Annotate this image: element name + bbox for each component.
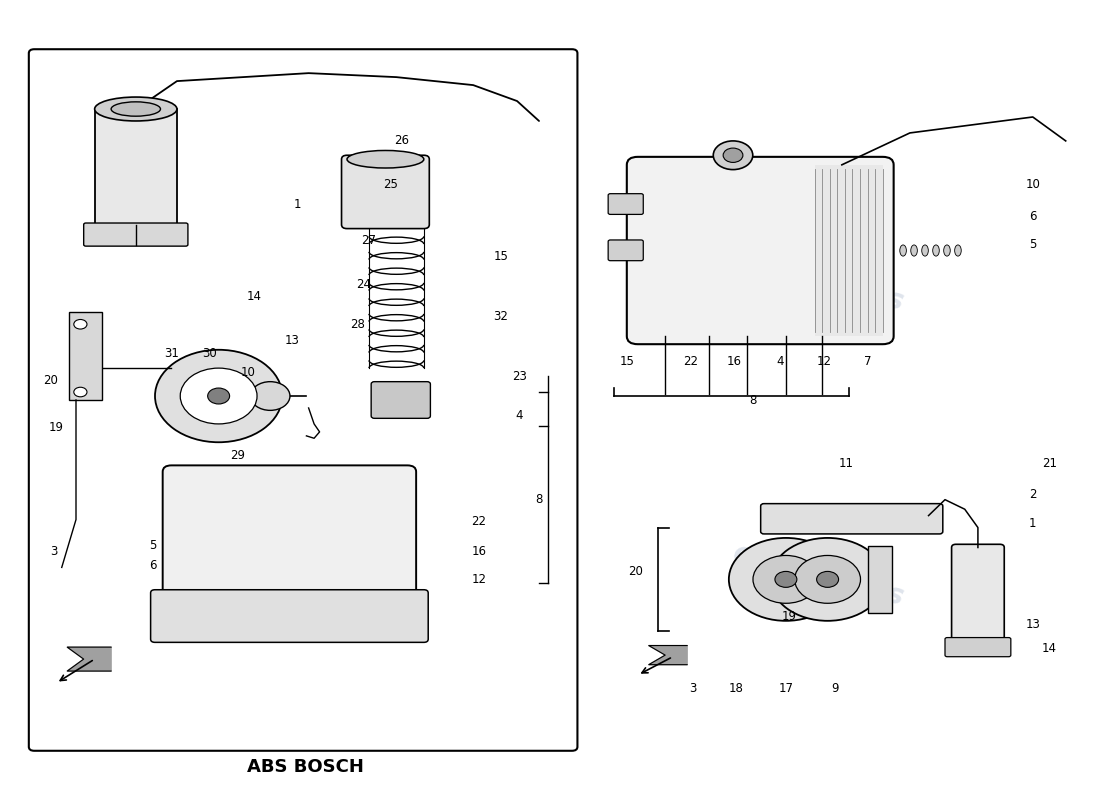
Text: 18: 18 <box>729 682 744 695</box>
Bar <box>95 109 177 225</box>
Text: 12: 12 <box>817 355 832 368</box>
Text: 29: 29 <box>230 450 245 462</box>
Text: 14: 14 <box>1042 642 1057 655</box>
Text: 10: 10 <box>1025 178 1041 191</box>
Text: 8: 8 <box>536 493 542 506</box>
Text: 19: 19 <box>48 422 64 434</box>
Polygon shape <box>67 647 111 671</box>
Text: 22: 22 <box>471 514 486 528</box>
Circle shape <box>723 148 743 162</box>
Text: 30: 30 <box>202 347 217 360</box>
Text: 1: 1 <box>1028 517 1036 530</box>
Text: 20: 20 <box>628 565 643 578</box>
FancyBboxPatch shape <box>84 223 188 246</box>
Text: 16: 16 <box>727 355 741 368</box>
Text: 3: 3 <box>51 545 57 558</box>
Text: 13: 13 <box>1025 618 1041 631</box>
Bar <box>815 165 882 336</box>
FancyBboxPatch shape <box>29 50 578 750</box>
Text: 3: 3 <box>689 682 696 695</box>
FancyBboxPatch shape <box>627 157 893 344</box>
Circle shape <box>155 350 283 442</box>
Text: 1: 1 <box>294 198 301 211</box>
FancyBboxPatch shape <box>163 466 416 602</box>
FancyBboxPatch shape <box>151 590 428 642</box>
Ellipse shape <box>911 245 917 256</box>
Circle shape <box>713 141 752 170</box>
Text: 8: 8 <box>749 394 757 406</box>
Text: 14: 14 <box>246 290 262 303</box>
FancyBboxPatch shape <box>761 504 943 534</box>
Bar <box>69 312 102 400</box>
Circle shape <box>251 382 290 410</box>
Circle shape <box>774 571 796 587</box>
FancyBboxPatch shape <box>952 544 1004 642</box>
Text: 27: 27 <box>362 234 376 247</box>
Circle shape <box>754 555 818 603</box>
FancyBboxPatch shape <box>608 194 644 214</box>
FancyBboxPatch shape <box>608 240 644 261</box>
Text: 28: 28 <box>351 318 365 330</box>
Text: 6: 6 <box>150 558 156 571</box>
Circle shape <box>74 319 87 329</box>
Text: 25: 25 <box>384 178 398 191</box>
Ellipse shape <box>95 97 177 121</box>
Ellipse shape <box>933 245 939 256</box>
Circle shape <box>770 538 884 621</box>
Text: 15: 15 <box>619 355 635 368</box>
Bar <box>868 546 892 613</box>
Text: 23: 23 <box>512 370 527 382</box>
Text: ABS BOSCH: ABS BOSCH <box>246 758 364 776</box>
Circle shape <box>816 571 838 587</box>
Text: 5: 5 <box>1030 238 1036 251</box>
Circle shape <box>74 387 87 397</box>
Text: 22: 22 <box>683 355 697 368</box>
Text: eurospares: eurospares <box>187 364 364 436</box>
Circle shape <box>180 368 257 424</box>
Text: 13: 13 <box>285 334 299 346</box>
Text: 24: 24 <box>356 278 371 291</box>
Text: 5: 5 <box>150 538 156 551</box>
Text: 7: 7 <box>865 355 872 368</box>
Text: eurospares: eurospares <box>730 244 908 317</box>
FancyBboxPatch shape <box>341 155 429 229</box>
Text: 26: 26 <box>395 134 409 147</box>
Text: 11: 11 <box>838 458 854 470</box>
Ellipse shape <box>944 245 950 256</box>
Text: eurospares: eurospares <box>730 539 908 612</box>
Polygon shape <box>649 646 688 665</box>
Text: 15: 15 <box>493 250 508 263</box>
Text: 6: 6 <box>1028 210 1036 223</box>
Text: 31: 31 <box>164 347 179 360</box>
Circle shape <box>794 555 860 603</box>
Text: 4: 4 <box>777 355 784 368</box>
Text: 21: 21 <box>1042 458 1057 470</box>
Text: 10: 10 <box>241 366 255 378</box>
Text: 16: 16 <box>471 545 486 558</box>
Ellipse shape <box>111 102 161 116</box>
Ellipse shape <box>346 150 424 168</box>
Text: 17: 17 <box>779 682 793 695</box>
FancyBboxPatch shape <box>945 638 1011 657</box>
Text: 20: 20 <box>43 374 58 386</box>
Text: 19: 19 <box>782 610 796 623</box>
Circle shape <box>208 388 230 404</box>
Text: 2: 2 <box>1028 487 1036 501</box>
Text: 4: 4 <box>516 410 522 422</box>
Ellipse shape <box>922 245 928 256</box>
Text: 32: 32 <box>493 310 508 322</box>
Text: 9: 9 <box>832 682 839 695</box>
Ellipse shape <box>900 245 906 256</box>
Text: 12: 12 <box>471 573 486 586</box>
Circle shape <box>729 538 843 621</box>
Ellipse shape <box>955 245 961 256</box>
FancyBboxPatch shape <box>371 382 430 418</box>
